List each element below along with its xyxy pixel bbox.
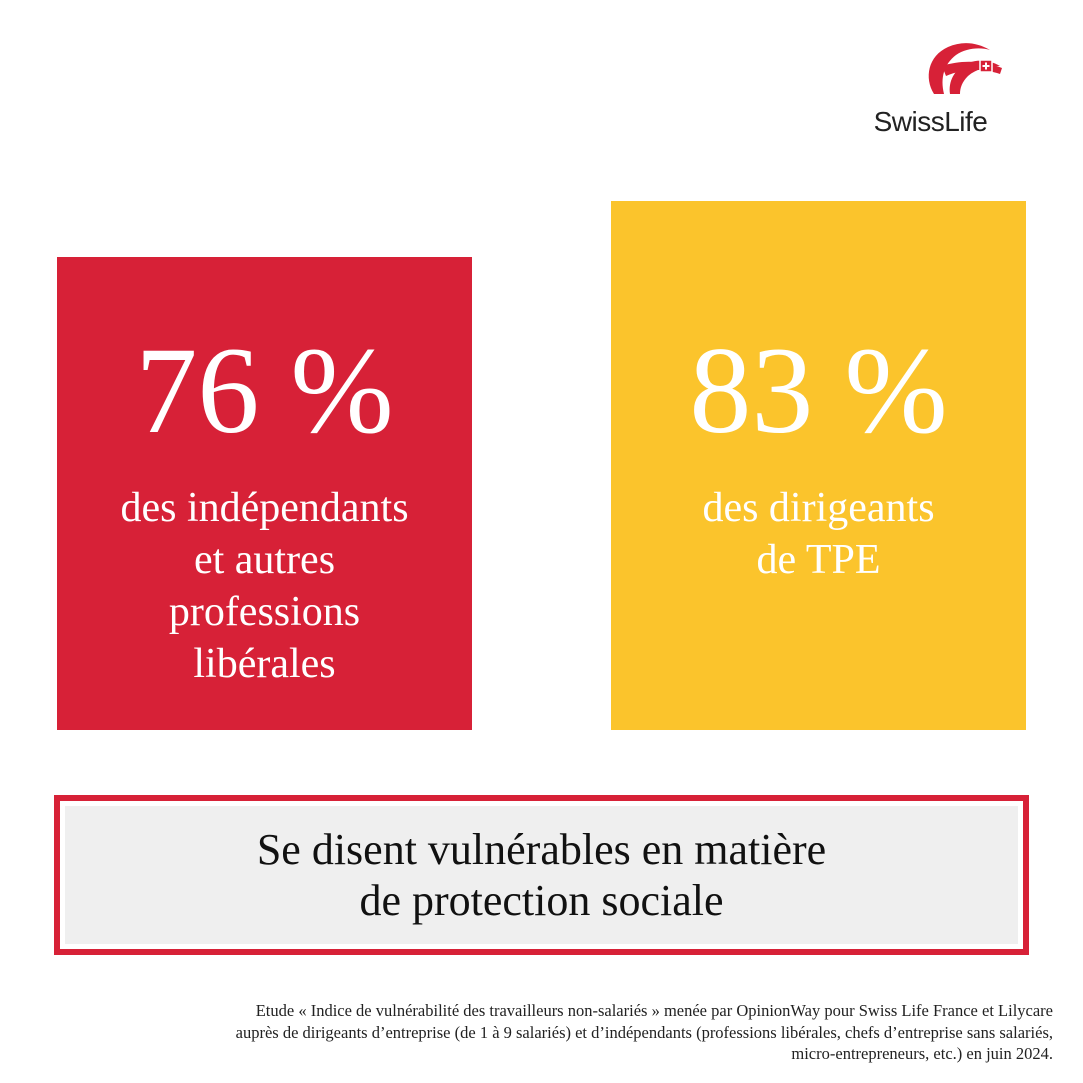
statement-box: Se disent vulnérables en matière de prot… <box>54 795 1029 955</box>
stat-card-independants: 76 % des indépendants et autres professi… <box>57 257 472 730</box>
logo-wordmark: SwissLife <box>873 106 988 137</box>
stat-description-line: des dirigeants <box>702 485 935 531</box>
stat-percent: 83 % <box>689 322 948 459</box>
stat-description-line: de TPE <box>756 537 881 583</box>
stat-description: des dirigeants de TPE <box>611 482 1026 586</box>
stat-description-line: libérales <box>193 641 336 687</box>
stat-percent: 76 % <box>135 322 394 459</box>
stat-description-line: des indépendants <box>120 485 409 531</box>
stat-description-line: et autres <box>193 537 336 583</box>
statement-text: Se disent vulnérables en matière de prot… <box>65 806 1018 944</box>
footnote-line: auprès de dirigeants d’entreprise (de 1 … <box>235 1022 1053 1042</box>
statement-line: de protection sociale <box>359 876 724 925</box>
footnote-line: micro-entrepreneurs, etc.) en juin 2024. <box>791 1044 1053 1063</box>
stat-description-line: professions <box>168 589 361 635</box>
footnote-line: Etude « Indice de vulnérabilité des trav… <box>255 1001 1053 1020</box>
source-footnote: Etude « Indice de vulnérabilité des trav… <box>13 1000 1053 1065</box>
swiss-life-ribbon-icon <box>928 43 1002 94</box>
stat-description: des indépendants et autres professions l… <box>57 482 472 690</box>
statement-line: Se disent vulnérables en matière <box>256 825 827 874</box>
stat-card-dirigeants: 83 % des dirigeants de TPE <box>611 201 1026 730</box>
swiss-life-logo: SwissLife <box>858 38 1003 138</box>
